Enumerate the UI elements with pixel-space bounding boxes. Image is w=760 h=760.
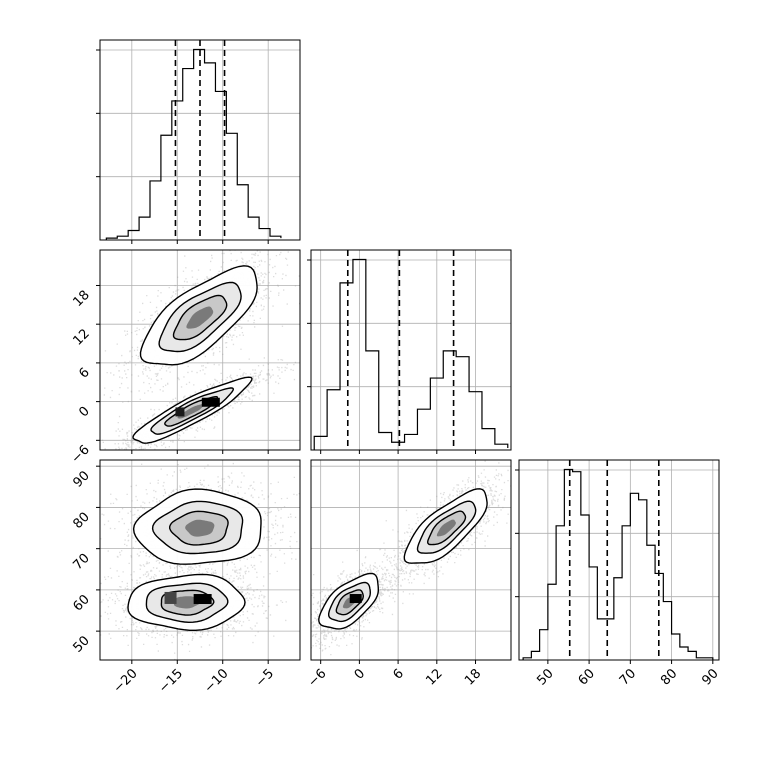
p21-content [311,460,511,656]
ytick-label-p1-1: 0 [76,404,92,420]
xtick-label-p1-1: 0 [352,666,368,682]
xtick-label-p0-3: −5 [253,666,277,690]
p21-mode-1-contour-2 [335,589,365,616]
xtick-label-p1-3: 12 [423,666,445,688]
xtick-label-p2-2: 70 [617,666,639,688]
p20-mode-1-contour-1 [145,582,229,624]
ytick-label-p2-2: 70 [71,551,93,573]
hist-panel-0 [96,39,301,244]
ytick-label-p2-0: 50 [71,633,93,655]
p21-frame [310,459,512,661]
ytick-label-p1-4: 18 [71,288,93,310]
p10-content [101,250,300,450]
p10-mode-0-contour-2 [172,294,228,341]
p21-mode-0-contour-1 [416,500,477,554]
ytick-label-p2-3: 80 [71,510,93,532]
p10-frame [99,249,301,451]
hist-panel-1 [307,249,512,454]
xtick-label-p1-0: −6 [305,666,329,690]
p20-frame [99,459,301,661]
xtick-label-p2-0: 50 [534,666,556,688]
hist-1-frame [310,249,512,451]
hist-0-frame [99,39,301,241]
ytick-label-p1-2: 6 [76,365,92,381]
xtick-label-p1-4: 18 [462,666,484,688]
p21-mode-1-contour-0 [318,572,379,630]
ytick-label-p2-1: 60 [71,592,93,614]
hist-2-steps [522,468,714,660]
p10-mode-1-contour-2 [164,396,219,427]
xtick-label-p2-3: 80 [658,666,680,688]
xtick-label-p1-2: 6 [390,666,406,682]
p20-mode-1-contour-0 [127,573,246,631]
p20-mode-0-contour-2 [169,510,229,546]
p20-mode-0-level-3-fill [185,519,215,537]
xtick-label-p2-4: 90 [699,666,721,688]
p21-mode-0-level-3-fill [436,519,456,537]
p21-mode-0-contour-2 [426,510,467,546]
p10-peak-cell-1 [175,407,185,417]
hist-2-frame [518,459,720,661]
ytick-label-p1-0: −6 [69,443,93,467]
panel-p20 [96,459,301,664]
p20-peak-cell-1 [164,591,177,604]
p20-peak-cell-0 [193,594,212,605]
p10-mode-0-contour-0 [139,265,258,366]
p21-mode-1-contour-1 [328,581,372,623]
p20-mode-0-contour-0 [132,488,262,565]
xtick-label-p0-1: −15 [156,666,186,696]
p10-mode-0-contour-1 [158,281,242,353]
xtick-label-p2-1: 60 [576,666,598,688]
xtick-label-p0-0: −20 [111,666,141,696]
p21-mode-0-contour-0 [403,488,488,564]
hist-1-steps [313,258,509,450]
p20-mode-0-contour-1 [151,500,244,555]
panel-p10 [96,249,301,454]
xtick-label-p0-2: −10 [202,666,232,696]
panel-p21 [310,459,512,664]
p10-mode-1-contour-0 [132,376,253,444]
p10-mode-0-level-3-fill [186,306,214,329]
p21-peak-cell-0 [349,594,362,604]
ytick-label-p2-4: 90 [71,468,93,490]
hist-0-steps [105,48,282,240]
p20-content [100,460,300,660]
hist-panel-2 [515,459,720,664]
p20-mode-1-contour-2 [160,589,215,616]
p10-peak-cell-0 [201,397,220,407]
ytick-label-p1-3: 12 [71,326,93,348]
